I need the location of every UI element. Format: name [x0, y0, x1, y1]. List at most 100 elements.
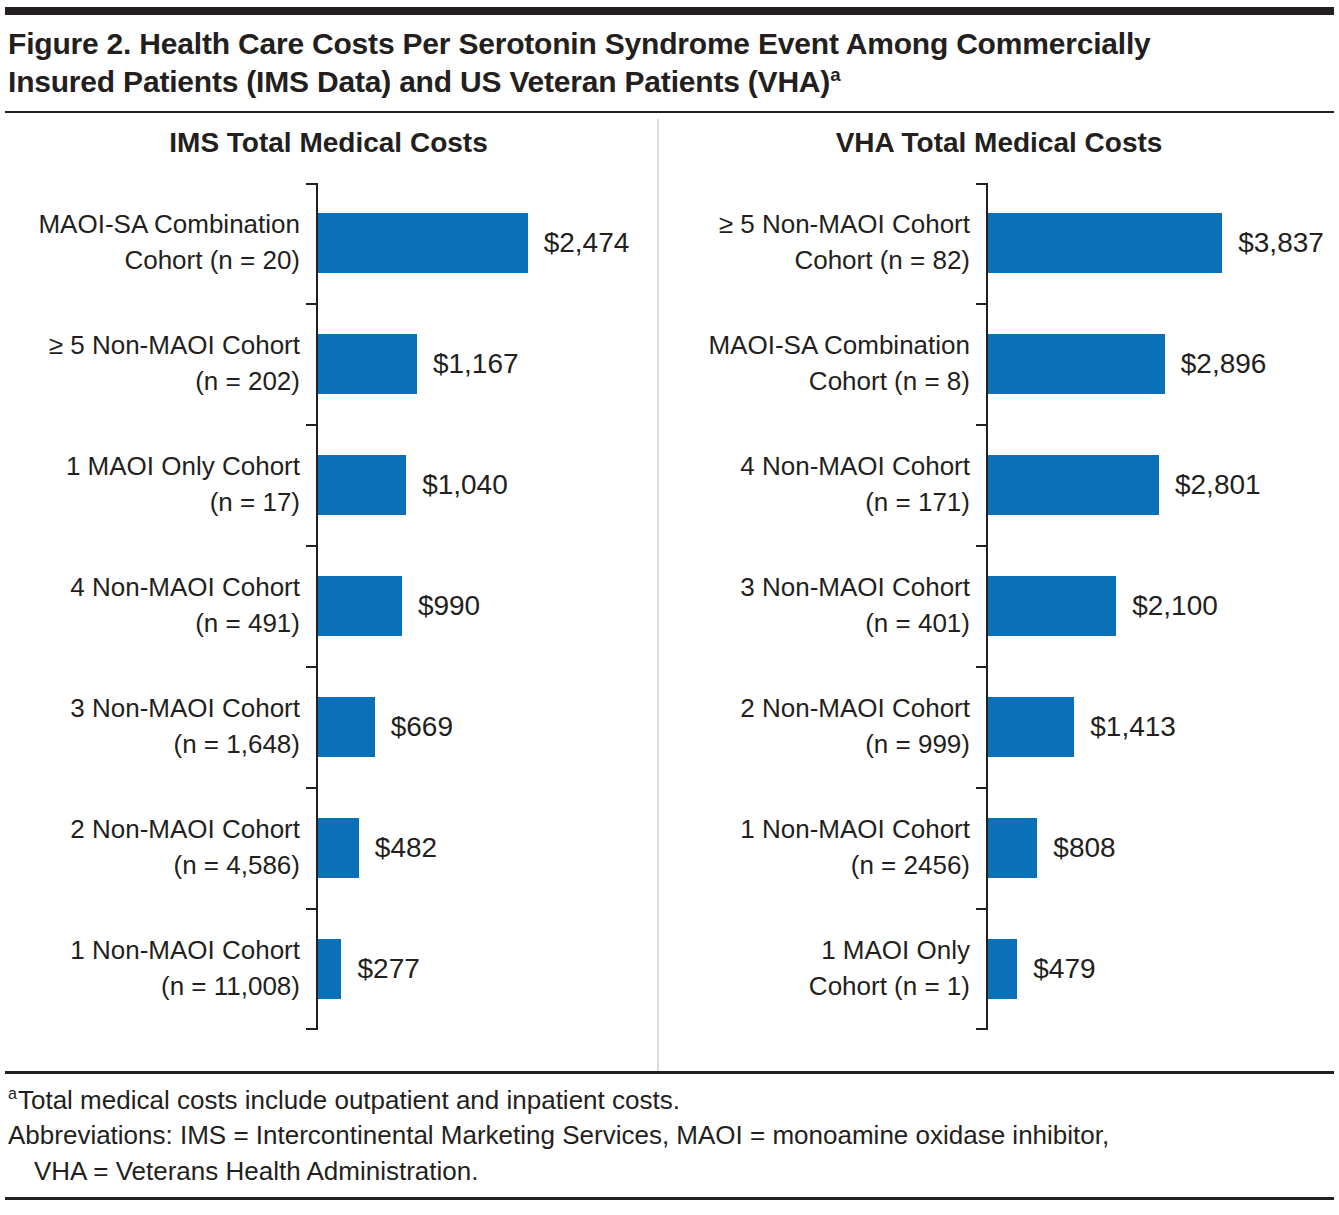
category-label-line: Cohort (n = 1) [659, 969, 970, 1005]
category-label-line: Cohort (n = 8) [659, 364, 970, 400]
bar-value-label: $2,100 [1132, 590, 1218, 622]
category-label-line: 2 Non-MAOI Cohort [0, 812, 300, 848]
bar-area: $2,100 [988, 546, 1339, 667]
bar [988, 697, 1074, 757]
bar [318, 818, 359, 878]
bar-area: $3,837 [988, 183, 1339, 304]
category-label-line: ≥ 5 Non-MAOI Cohort [659, 207, 970, 243]
figure-page: Figure 2. Health Care Costs Per Serotoni… [0, 0, 1339, 1215]
bar-row: 2 Non-MAOI Cohort(n = 4,586) $482 [0, 788, 657, 909]
bar-value-label: $482 [375, 832, 437, 864]
bar-area: $277 [318, 909, 657, 1030]
bar-row: ≥ 5 Non-MAOI CohortCohort (n = 82)$3,837 [659, 183, 1339, 304]
bar [988, 213, 1222, 273]
bar-value-label: $990 [418, 590, 480, 622]
category-label-line: (n = 401) [659, 606, 970, 642]
category-label-line: ≥ 5 Non-MAOI Cohort [0, 328, 300, 364]
bar-value-label: $277 [357, 953, 419, 985]
bar [988, 455, 1159, 515]
bar-area: $1,413 [988, 667, 1339, 788]
bar-row: 4 Non-MAOI Cohort(n = 491) $990 [0, 546, 657, 667]
bar-area: $2,896 [988, 304, 1339, 425]
bar-row: 4 Non-MAOI Cohort(n = 171) $2,801 [659, 425, 1339, 546]
bar-row: 1 MAOI Only Cohort(n = 17) $1,040 [0, 425, 657, 546]
category-label: 1 Non-MAOI Cohort(n = 11,008) [0, 933, 318, 1005]
category-label: MAOI-SA CombinationCohort (n = 20) [0, 207, 318, 279]
bar-row: 1 MAOI OnlyCohort (n = 1) $479 [659, 909, 1339, 1030]
chart-title-vha: VHA Total Medical Costs [659, 127, 1339, 159]
category-label: 1 MAOI Only Cohort(n = 17) [0, 449, 318, 521]
category-label-line: MAOI-SA Combination [0, 207, 300, 243]
bar-area: $990 [318, 546, 657, 667]
plot-area-vha: ≥ 5 Non-MAOI CohortCohort (n = 82)$3,837… [659, 183, 1339, 1030]
category-label-line: (n = 4,586) [0, 848, 300, 884]
category-label-line: (n = 202) [0, 364, 300, 400]
bar-row: MAOI-SA CombinationCohort (n = 8) $2,896 [659, 304, 1339, 425]
category-label-line: 3 Non-MAOI Cohort [0, 691, 300, 727]
footnote-marker-a: a [830, 64, 840, 85]
bar-area: $2,801 [988, 425, 1339, 546]
bar [988, 334, 1165, 394]
bar-row: 3 Non-MAOI Cohort(n = 401) $2,100 [659, 546, 1339, 667]
bar-area: $1,167 [318, 304, 657, 425]
category-label-line: 1 Non-MAOI Cohort [0, 933, 300, 969]
category-label-line: 4 Non-MAOI Cohort [659, 449, 970, 485]
bottom-rule [5, 1197, 1334, 1200]
category-label-line: MAOI-SA Combination [659, 328, 970, 364]
title-rule [5, 111, 1334, 113]
bar [988, 939, 1017, 999]
bar-rows-ims: MAOI-SA CombinationCohort (n = 20) $2,474… [0, 183, 657, 1030]
bar-value-label: $1,040 [422, 469, 508, 501]
bar-row: 1 Non-MAOI Cohort(n = 2456) $808 [659, 788, 1339, 909]
category-label: 3 Non-MAOI Cohort(n = 1,648) [0, 691, 318, 763]
category-label: 1 Non-MAOI Cohort(n = 2456) [659, 812, 988, 884]
category-label-line: (n = 17) [0, 485, 300, 521]
category-label-line: 1 Non-MAOI Cohort [659, 812, 970, 848]
bar-value-label: $2,474 [544, 227, 630, 259]
category-label: 4 Non-MAOI Cohort(n = 491) [0, 570, 318, 642]
chart-title-ims: IMS Total Medical Costs [0, 127, 657, 159]
footnotes: aTotal medical costs include outpatient … [8, 1083, 1331, 1189]
category-label-line: (n = 1,648) [0, 727, 300, 763]
figure-title-line2: Insured Patients (IMS Data) and US Veter… [8, 63, 1331, 101]
plot-area-ims: MAOI-SA CombinationCohort (n = 20) $2,474… [0, 183, 657, 1030]
figure-title-line2-text: Insured Patients (IMS Data) and US Veter… [8, 65, 830, 98]
bar-row: MAOI-SA CombinationCohort (n = 20) $2,474 [0, 183, 657, 304]
category-label: ≥ 5 Non-MAOI Cohort(n = 202) [0, 328, 318, 400]
category-label-line: (n = 491) [0, 606, 300, 642]
bar-value-label: $1,167 [433, 348, 519, 380]
category-label: 4 Non-MAOI Cohort(n = 171) [659, 449, 988, 521]
bar [318, 697, 375, 757]
category-label-line: 1 MAOI Only [659, 933, 970, 969]
ims-chart-panel: IMS Total Medical Costs MAOI-SA Combinat… [0, 119, 659, 1071]
bar-area: $482 [318, 788, 657, 909]
category-label-line: (n = 999) [659, 727, 970, 763]
bar [318, 334, 417, 394]
category-label: MAOI-SA CombinationCohort (n = 8) [659, 328, 988, 400]
bar-value-label: $3,837 [1238, 227, 1324, 259]
bar-area: $2,474 [318, 183, 657, 304]
bar-value-label: $2,896 [1181, 348, 1267, 380]
category-label-line: 3 Non-MAOI Cohort [659, 570, 970, 606]
bar-area: $808 [988, 788, 1339, 909]
category-label: 3 Non-MAOI Cohort(n = 401) [659, 570, 988, 642]
bar-value-label: $2,801 [1175, 469, 1261, 501]
category-label: 2 Non-MAOI Cohort(n = 4,586) [0, 812, 318, 884]
category-label-line: (n = 2456) [659, 848, 970, 884]
category-label-line: 1 MAOI Only Cohort [0, 449, 300, 485]
bar-row: 3 Non-MAOI Cohort(n = 1,648)$669 [0, 667, 657, 788]
bar-row: 1 Non-MAOI Cohort(n = 11,008) $277 [0, 909, 657, 1030]
bar [318, 213, 528, 273]
bar-value-label: $808 [1053, 832, 1115, 864]
footnote-line2: Abbreviations: IMS = Intercontinental Ma… [8, 1118, 1331, 1153]
bar-area: $479 [988, 909, 1339, 1030]
category-label: 2 Non-MAOI Cohort(n = 999) [659, 691, 988, 763]
footnote-line1-text: Total medical costs include outpatient a… [18, 1085, 680, 1115]
top-rule [5, 7, 1334, 15]
bar-value-label: $1,413 [1090, 711, 1176, 743]
bar [988, 576, 1116, 636]
charts-row: IMS Total Medical Costs MAOI-SA Combinat… [0, 119, 1339, 1071]
bar-row: ≥ 5 Non-MAOI Cohort(n = 202) $1,167 [0, 304, 657, 425]
bar [318, 939, 341, 999]
category-label-line: (n = 171) [659, 485, 970, 521]
